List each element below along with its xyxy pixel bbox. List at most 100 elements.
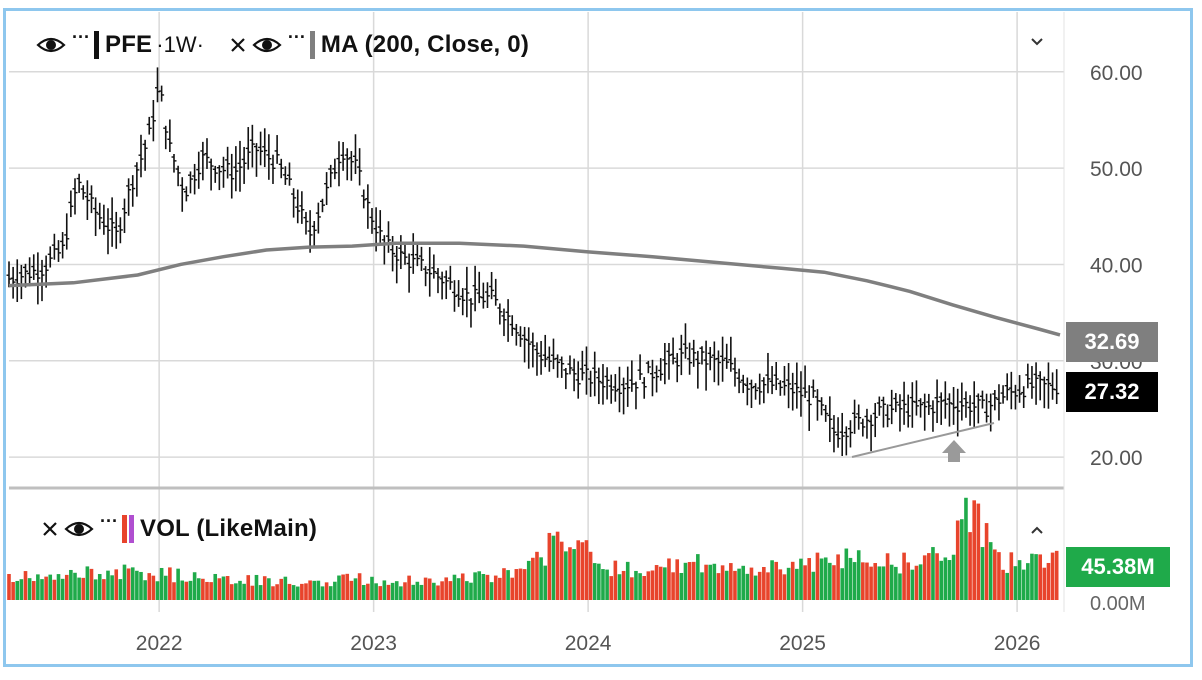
volume-bar bbox=[452, 574, 457, 600]
volume-bar bbox=[11, 582, 15, 600]
volume-bar bbox=[869, 566, 873, 600]
volume-bar bbox=[56, 574, 61, 600]
volume-bar bbox=[473, 572, 477, 600]
volume-bar bbox=[712, 563, 717, 600]
more-icon[interactable]: ··· bbox=[100, 510, 118, 531]
symbol-label[interactable]: PFE bbox=[104, 31, 153, 58]
volume-bar bbox=[993, 549, 997, 600]
volume-bar bbox=[328, 586, 333, 600]
volume-bar bbox=[481, 573, 486, 600]
volume-bar bbox=[36, 574, 40, 600]
volume-bar bbox=[250, 585, 255, 600]
volume-bar bbox=[110, 575, 114, 600]
volume-bar bbox=[246, 575, 251, 600]
volume-bar bbox=[415, 581, 420, 600]
volume-bar bbox=[60, 578, 65, 600]
volume-bar bbox=[114, 569, 119, 600]
volume-bar bbox=[568, 547, 572, 600]
volume-bar bbox=[531, 557, 535, 600]
volume-bar bbox=[168, 567, 172, 600]
volume-bar bbox=[592, 563, 597, 600]
volume-bar bbox=[997, 552, 1001, 600]
eye-icon[interactable] bbox=[64, 519, 94, 539]
volume-bar bbox=[502, 568, 506, 600]
volume-bar bbox=[856, 550, 861, 600]
volume-bar bbox=[601, 569, 605, 600]
volume-bar bbox=[580, 542, 585, 600]
volume-bar bbox=[1042, 567, 1047, 600]
volume-bar bbox=[588, 551, 593, 600]
volume-bar bbox=[52, 579, 57, 600]
close-icon[interactable] bbox=[230, 37, 246, 53]
volume-bar bbox=[312, 580, 317, 600]
volume-bar bbox=[1005, 572, 1010, 600]
volume-bar bbox=[832, 565, 836, 600]
volume-bar bbox=[370, 576, 374, 600]
grid-lines bbox=[9, 12, 1064, 612]
volume-bar bbox=[106, 570, 110, 600]
volume-bar bbox=[238, 580, 242, 600]
volume-bar bbox=[64, 574, 69, 600]
volume-bar bbox=[333, 581, 337, 600]
more-icon[interactable]: ··· bbox=[72, 26, 90, 47]
volume-bar bbox=[444, 577, 449, 600]
volume-bar bbox=[510, 577, 515, 600]
volume-bar bbox=[675, 559, 680, 600]
volume-bar bbox=[894, 566, 898, 600]
volume-bar bbox=[778, 569, 783, 600]
volume-bar bbox=[687, 562, 692, 600]
volume-bar bbox=[526, 560, 531, 600]
volume-bar bbox=[287, 583, 292, 600]
volume-bar bbox=[667, 558, 671, 600]
volume-bar bbox=[69, 569, 73, 600]
vol-up-swatch bbox=[128, 515, 134, 543]
volume-bar bbox=[139, 571, 143, 600]
more-icon[interactable]: ··· bbox=[287, 26, 306, 47]
volume-bar bbox=[964, 497, 968, 600]
close-icon[interactable] bbox=[42, 521, 58, 537]
volume-bar bbox=[465, 581, 469, 600]
volume-bar bbox=[89, 568, 94, 600]
volume-bar bbox=[828, 562, 832, 600]
price-value-tag: 27.32 bbox=[1066, 372, 1158, 412]
eye-icon[interactable] bbox=[36, 35, 66, 55]
y-tick-label: 50.00 bbox=[1090, 158, 1143, 181]
volume-bar bbox=[122, 564, 127, 600]
volume-bar bbox=[737, 568, 741, 600]
volume-bar bbox=[988, 542, 993, 600]
volume-bar bbox=[27, 578, 32, 600]
volume-bar bbox=[803, 565, 807, 600]
volume-bar bbox=[799, 558, 803, 600]
volume-bar bbox=[279, 578, 284, 600]
volume-bar bbox=[192, 572, 197, 600]
volume-label[interactable]: VOL (LikeMain) bbox=[139, 515, 318, 542]
volume-bar bbox=[889, 564, 894, 600]
volume-bar bbox=[390, 582, 395, 600]
volume-bar bbox=[960, 519, 964, 600]
volume-bar bbox=[576, 540, 581, 600]
volume-bar bbox=[506, 570, 510, 600]
volume-value-tag: 45.38M bbox=[1066, 547, 1170, 587]
trend-line bbox=[851, 422, 995, 458]
volume-bar bbox=[172, 582, 176, 600]
interval-label[interactable]: ·1W· bbox=[156, 32, 204, 57]
collapse-chevron-down-icon[interactable] bbox=[1030, 34, 1044, 52]
volume-bar bbox=[403, 582, 407, 600]
collapse-chevron-up-icon[interactable] bbox=[1030, 522, 1044, 540]
ma-label[interactable]: MA (200, Close, 0) bbox=[320, 31, 530, 58]
volume-bar bbox=[48, 574, 53, 600]
volume-bar bbox=[15, 580, 20, 600]
eye-icon[interactable] bbox=[252, 35, 282, 55]
volume-bar bbox=[341, 574, 345, 600]
volume-bar bbox=[225, 576, 230, 600]
volume-bar bbox=[696, 554, 700, 600]
x-tick-label: 2022 bbox=[136, 632, 183, 655]
volume-bar bbox=[97, 574, 102, 600]
volume-bar bbox=[766, 572, 770, 600]
volume-bar bbox=[621, 570, 626, 600]
volume-bar bbox=[477, 571, 482, 600]
volume-bar bbox=[126, 568, 131, 600]
volume-bar bbox=[498, 577, 502, 600]
chart-frame bbox=[3, 8, 1193, 667]
